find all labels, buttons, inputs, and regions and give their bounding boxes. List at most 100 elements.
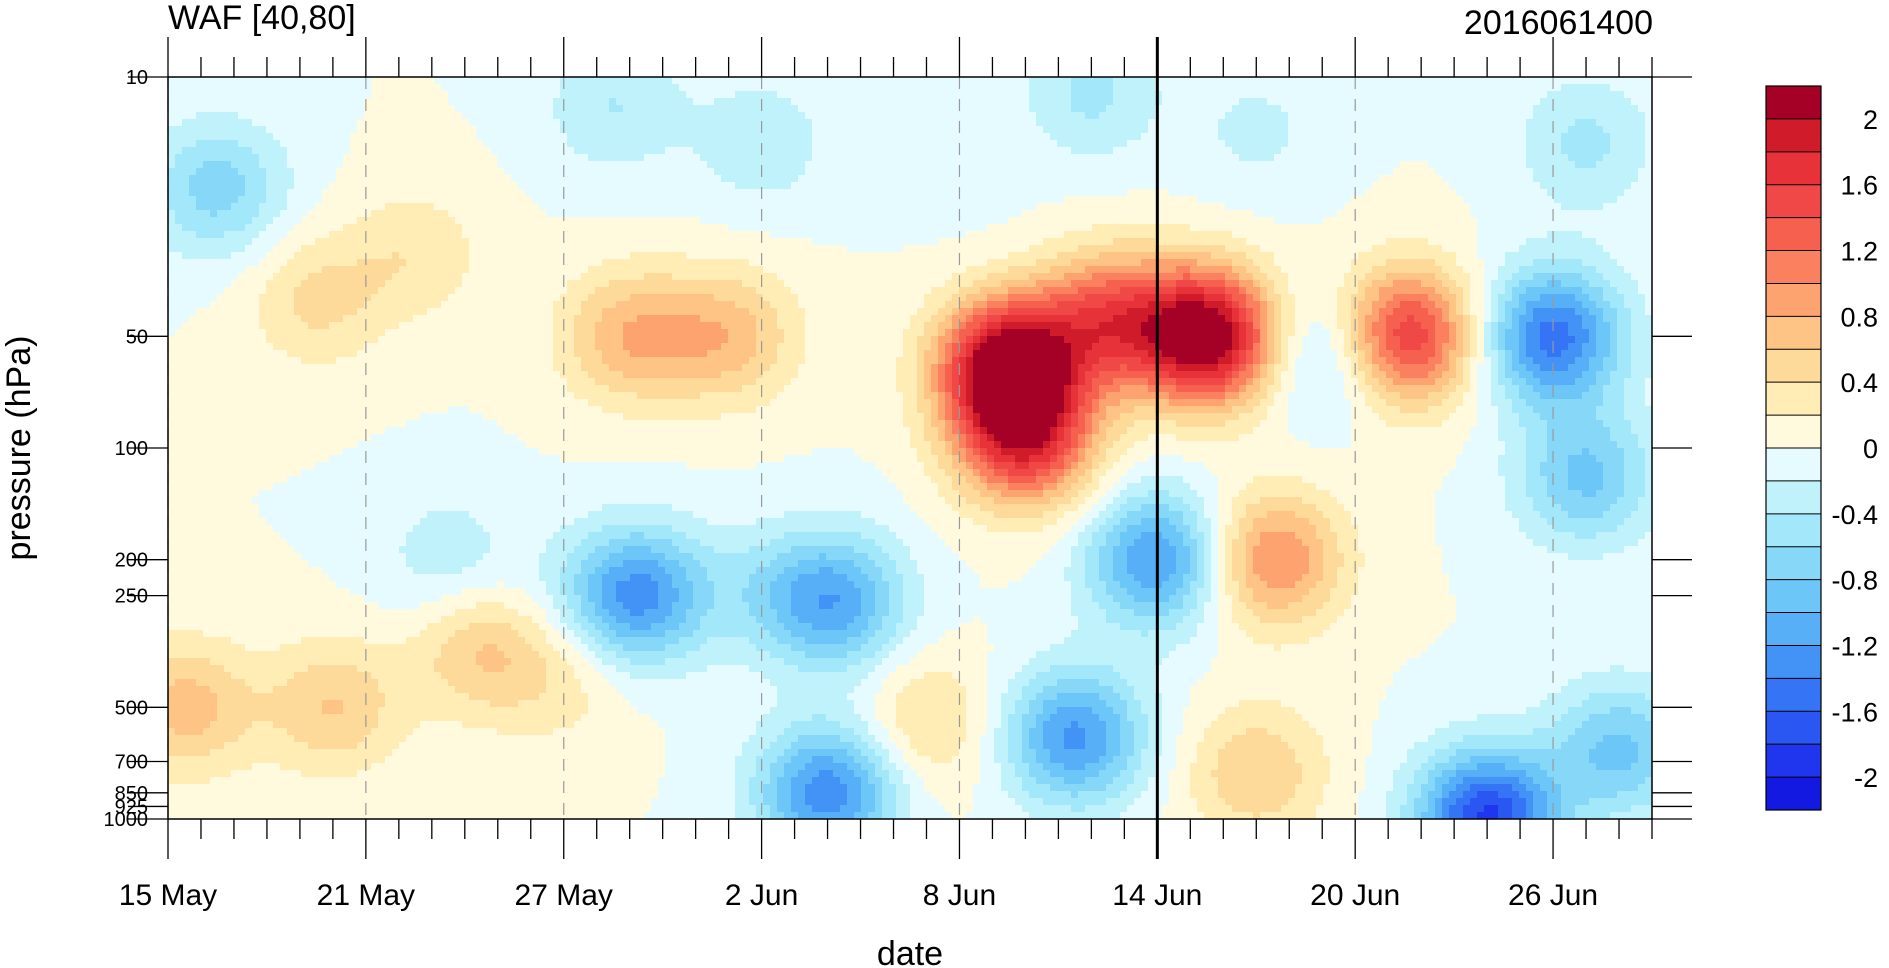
- field-cell: [1470, 182, 1478, 190]
- field-cell: [574, 182, 582, 190]
- field-cell: [1638, 168, 1646, 176]
- field-cell: [532, 77, 540, 85]
- field-cell: [1316, 112, 1324, 120]
- field-cell: [1393, 77, 1401, 85]
- field-cell: [735, 189, 743, 197]
- field-cell: [840, 196, 848, 204]
- field-cell: [868, 133, 876, 141]
- field-cell: [665, 147, 673, 155]
- field-cell: [1001, 126, 1009, 134]
- field-cell: [833, 161, 841, 169]
- field-cell: [1085, 77, 1093, 85]
- field-cell: [630, 147, 638, 155]
- field-cell: [546, 168, 554, 176]
- field-cell: [1526, 119, 1534, 127]
- field-cell: [945, 147, 953, 155]
- field-cell: [315, 175, 323, 183]
- field-cell: [1267, 84, 1275, 92]
- field-cell: [441, 105, 449, 113]
- field-cell: [357, 105, 365, 113]
- field-cell: [182, 77, 190, 85]
- field-cell: [679, 168, 687, 176]
- field-cell: [546, 133, 554, 141]
- field-cell: [1428, 133, 1436, 141]
- field-cell: [490, 105, 498, 113]
- field-cell: [231, 203, 239, 211]
- field-cell: [1421, 133, 1429, 141]
- field-cell: [1092, 189, 1100, 197]
- field-cell: [1428, 231, 1436, 239]
- field-cell: [777, 147, 785, 155]
- field-cell: [175, 105, 183, 113]
- field-cell: [1638, 140, 1646, 148]
- field-cell: [210, 168, 218, 176]
- field-cell: [707, 77, 715, 85]
- field-cell: [273, 77, 281, 85]
- field-cell: [735, 231, 743, 239]
- field-cell: [1589, 182, 1597, 190]
- field-cell: [1498, 231, 1506, 239]
- field-cell: [532, 189, 540, 197]
- field-cell: [1617, 140, 1625, 148]
- field-cell: [742, 154, 750, 162]
- field-cell: [1365, 98, 1373, 106]
- field-cell: [1358, 98, 1366, 106]
- field-cell: [273, 98, 281, 106]
- field-cell: [1477, 112, 1485, 120]
- field-cell: [1050, 84, 1058, 92]
- field-cell: [280, 189, 288, 197]
- field-cell: [1428, 126, 1436, 134]
- field-cell: [455, 133, 463, 141]
- field-cell: [952, 91, 960, 99]
- field-cell: [959, 231, 967, 239]
- field-cell: [1057, 105, 1065, 113]
- field-cell: [1197, 77, 1205, 85]
- field-cell: [644, 119, 652, 127]
- field-cell: [1162, 231, 1170, 239]
- field-cell: [1330, 168, 1338, 176]
- field-cell: [455, 210, 463, 218]
- field-cell: [1631, 119, 1639, 127]
- field-cell: [322, 112, 330, 120]
- field-cell: [1596, 210, 1604, 218]
- field-cell: [1372, 140, 1380, 148]
- field-cell: [700, 119, 708, 127]
- field-cell: [924, 105, 932, 113]
- field-cell: [1533, 182, 1541, 190]
- field-cell: [406, 77, 414, 85]
- field-cell: [847, 175, 855, 183]
- field-cell: [259, 196, 267, 204]
- field-cell: [819, 217, 827, 225]
- field-cell: [798, 77, 806, 85]
- field-cell: [924, 182, 932, 190]
- field-cell: [581, 217, 589, 225]
- field-cell: [700, 147, 708, 155]
- field-cell: [322, 210, 330, 218]
- field-cell: [672, 126, 680, 134]
- field-cell: [1638, 77, 1646, 85]
- field-cell: [490, 182, 498, 190]
- field-cell: [714, 168, 722, 176]
- field-cell: [1225, 154, 1233, 162]
- field-cell: [567, 231, 575, 239]
- field-cell: [1463, 126, 1471, 134]
- field-cell: [1253, 84, 1261, 92]
- field-cell: [357, 119, 365, 127]
- field-cell: [1267, 147, 1275, 155]
- field-cell: [1295, 154, 1303, 162]
- field-cell: [1274, 182, 1282, 190]
- field-cell: [1204, 147, 1212, 155]
- field-cell: [1246, 126, 1254, 134]
- field-cell: [917, 126, 925, 134]
- field-cell: [455, 203, 463, 211]
- field-cell: [609, 112, 617, 120]
- field-cell: [196, 168, 204, 176]
- field-cell: [1309, 182, 1317, 190]
- field-cell: [336, 196, 344, 204]
- field-cell: [994, 112, 1002, 120]
- field-cell: [1519, 182, 1527, 190]
- field-cell: [672, 224, 680, 232]
- field-cell: [742, 98, 750, 106]
- field-cell: [1540, 224, 1548, 232]
- field-cell: [980, 133, 988, 141]
